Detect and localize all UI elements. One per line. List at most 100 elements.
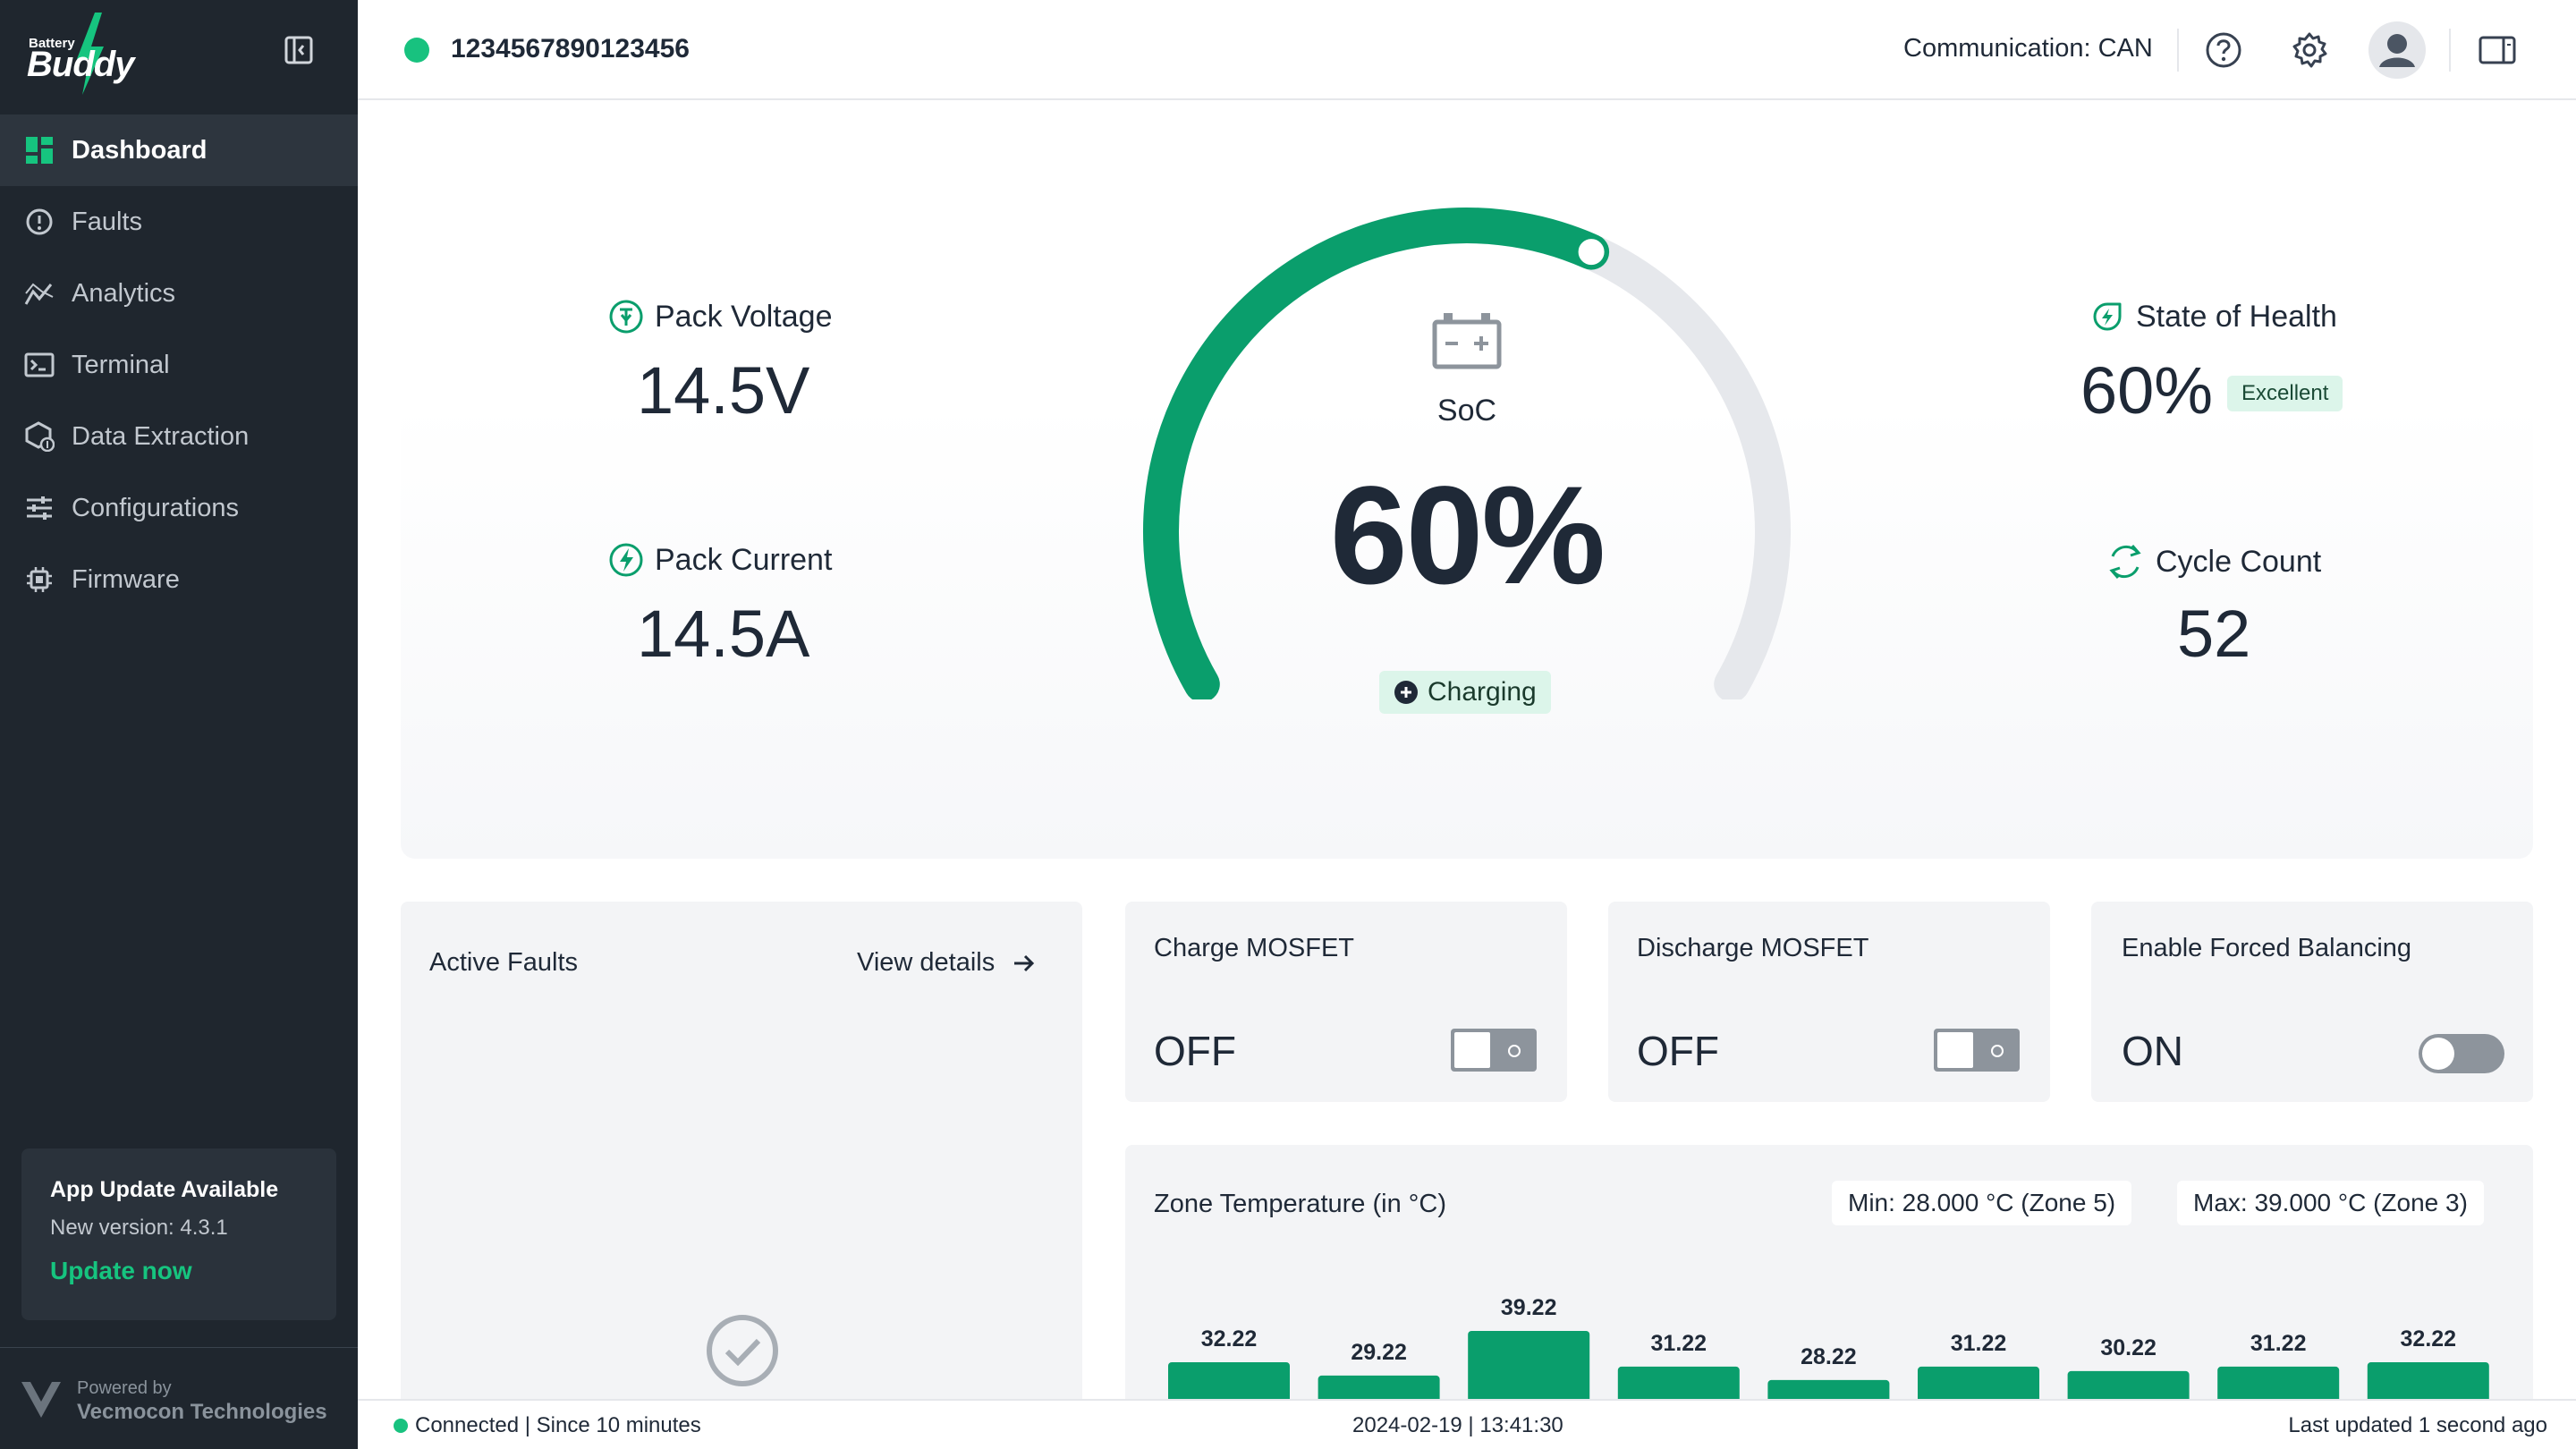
sidebar-item-configurations[interactable]: Configurations: [0, 472, 358, 544]
header-divider: [2177, 29, 2179, 72]
soc-gauge-knob: [1573, 234, 1609, 270]
sidebar-item-firmware[interactable]: Firmware: [0, 544, 358, 615]
communication-label: Communication: CAN: [1903, 34, 2153, 63]
zone-temperature-chart: 32.22 29.22 39.22 31.22 28.22 31.22 30.22 31.22…: [1168, 1295, 2489, 1399]
charge-mosfet-value: OFF: [1154, 1028, 1236, 1074]
temperature-bar-zone-9[interactable]: [2367, 1361, 2489, 1399]
app-logo[interactable]: Battery Buddy: [25, 9, 134, 98]
status-footer: Connected | Since 10 minutes 2024-02-19 …: [358, 1399, 2576, 1449]
temperature-bar-zone-1[interactable]: [1168, 1361, 1290, 1399]
charging-badge: Charging: [1379, 671, 1551, 714]
temperature-bar-zone-3[interactable]: [1468, 1331, 1590, 1399]
user-avatar[interactable]: [2367, 20, 2428, 80]
sidebar-item-analytics[interactable]: Analytics: [0, 258, 358, 329]
vecmocon-logo-icon: [21, 1382, 61, 1418]
app-update-card: App Update Available New version: 4.3.1 …: [21, 1148, 336, 1320]
temperature-bar-zone-2[interactable]: [1318, 1375, 1440, 1399]
terminal-icon: [23, 349, 55, 381]
voltage-icon: [608, 299, 644, 335]
header-divider: [2449, 29, 2451, 72]
sidebar-collapse-icon: [284, 36, 313, 64]
discharge-mosfet-value: OFF: [1637, 1028, 1719, 1074]
temperature-bar-zone-6[interactable]: [1918, 1366, 2039, 1399]
soh-value: 60%: [2080, 353, 2214, 428]
toggle-off-indicator-icon: [1991, 1045, 2004, 1057]
sidebar-item-label: Analytics: [72, 278, 176, 308]
toggle-knob: [1454, 1032, 1490, 1068]
side-panel-icon: [2479, 36, 2516, 64]
sidebar-nav: Dashboard Faults Analytics Terminal Data…: [0, 114, 358, 615]
connection-status-text: Connected | Since 10 minutes: [415, 1413, 701, 1437]
pack-voltage-value: 14.5V: [637, 353, 810, 428]
powered-by-label: Powered by: [77, 1378, 172, 1398]
sidebar-item-label: Terminal: [72, 350, 170, 379]
logo-small-text: Battery: [29, 36, 75, 51]
toggle-knob: [2422, 1038, 2454, 1070]
gear-icon: [2292, 32, 2327, 68]
sidebar-item-label: Firmware: [72, 564, 180, 594]
cycle-count-value: 52: [2177, 597, 2251, 671]
collapse-sidebar-button[interactable]: [283, 34, 318, 66]
sidebar-item-faults[interactable]: Faults: [0, 186, 358, 258]
sidebar-item-label: Dashboard: [72, 135, 208, 165]
view-details-link[interactable]: View details: [857, 948, 1036, 978]
check-circle-icon: [707, 1315, 778, 1386]
alert-circle-icon: [23, 206, 55, 238]
discharge-mosfet-toggle[interactable]: [1934, 1029, 2020, 1072]
sidebar-item-dashboard[interactable]: Dashboard: [0, 114, 358, 186]
toggle-off-indicator-icon: [1508, 1045, 1521, 1057]
data-extraction-icon: [23, 420, 55, 453]
temperature-value-label: 31.22: [1651, 1331, 1707, 1356]
temperature-bar-zone-5[interactable]: [1767, 1379, 1890, 1399]
update-title: App Update Available: [50, 1177, 279, 1202]
temperature-value-label: 29.22: [1351, 1340, 1407, 1365]
discharge-mosfet-card: Discharge MOSFET OFF: [1608, 902, 2050, 1102]
top-header: 1234567890123456 Communication: CAN: [358, 0, 2576, 100]
forced-balancing-card: Enable Forced Balancing ON: [2091, 902, 2533, 1102]
charge-mosfet-card: Charge MOSFET OFF: [1125, 902, 1567, 1102]
charge-mosfet-title: Charge MOSFET: [1154, 934, 1354, 962]
soc-label: SoC: [1436, 394, 1497, 428]
plus-circle-icon: [1394, 680, 1419, 705]
charging-label: Charging: [1428, 677, 1537, 707]
cycle-count-label-text: Cycle Count: [2156, 544, 2322, 579]
pack-current-label: Pack Current: [608, 542, 832, 578]
state-of-health-label: State of Health: [2089, 299, 2337, 335]
pack-current-label-text: Pack Current: [655, 542, 833, 577]
dashboard-icon: [23, 134, 55, 166]
toggle-side-panel-button[interactable]: [2476, 29, 2519, 72]
help-button[interactable]: [2202, 29, 2245, 72]
health-icon: [2089, 299, 2125, 335]
temperature-value-label: 28.22: [1801, 1344, 1857, 1369]
soh-status-badge: Excellent: [2227, 376, 2343, 411]
temperature-value-label: 32.22: [2401, 1326, 2457, 1352]
soc-gauge: [1143, 208, 1791, 699]
sidebar-item-terminal[interactable]: Terminal: [0, 329, 358, 401]
toggle-knob: [1937, 1032, 1973, 1068]
forced-balancing-toggle[interactable]: [2419, 1034, 2504, 1073]
powered-by: Powered by Vecmocon Technologies: [0, 1347, 358, 1449]
charge-mosfet-toggle[interactable]: [1451, 1029, 1537, 1072]
min-temperature-badge: Min: 28.000 °C (Zone 5): [1832, 1181, 2132, 1225]
lightning-icon: [77, 13, 104, 95]
temperature-value-label: 39.22: [1501, 1295, 1557, 1320]
update-now-link[interactable]: Update now: [50, 1257, 192, 1284]
discharge-mosfet-title: Discharge MOSFET: [1637, 934, 1869, 962]
sidebar-item-label: Faults: [72, 207, 142, 236]
settings-button[interactable]: [2288, 29, 2331, 72]
battery-icon: [1432, 313, 1502, 369]
temperature-bar-zone-7[interactable]: [2067, 1370, 2190, 1399]
sidebar-item-data-extraction[interactable]: Data Extraction: [0, 401, 358, 472]
arrow-right-icon: [1011, 951, 1036, 976]
cycle-count-label: Cycle Count: [2106, 542, 2321, 581]
temperature-bar-zone-8[interactable]: [2217, 1366, 2340, 1399]
soc-value: 60%: [1329, 458, 1606, 614]
temperature-bar-zone-4[interactable]: [1617, 1366, 1740, 1399]
zone-temperature-card: 32.22 29.22 39.22 31.22 28.22 31.22 30.22 31.22…: [1125, 1145, 2533, 1449]
sidebar-item-label: Configurations: [72, 493, 239, 522]
sidebar-item-label: Data Extraction: [72, 421, 250, 451]
soc-gauge-fill: [1143, 208, 1610, 699]
sliders-icon: [23, 492, 55, 524]
current-bolt-icon: [608, 542, 644, 578]
forced-balancing-title: Enable Forced Balancing: [2122, 934, 2412, 962]
